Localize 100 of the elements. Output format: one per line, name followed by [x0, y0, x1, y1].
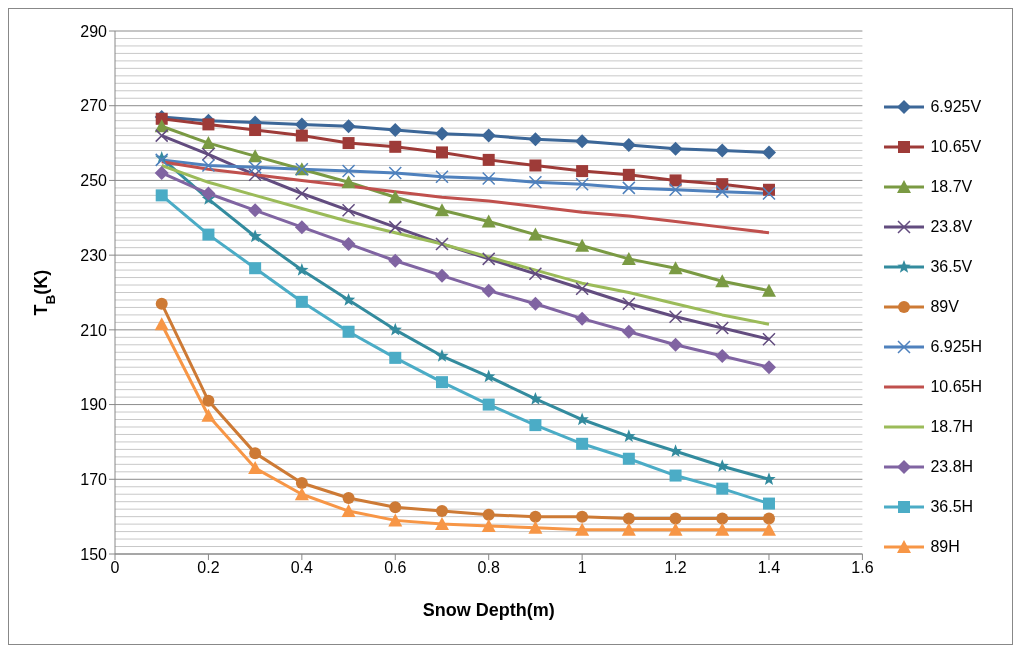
point [341, 119, 356, 134]
point [201, 147, 216, 162]
point [201, 136, 216, 150]
y-tick-label: 190 [80, 396, 108, 414]
point [575, 282, 589, 296]
point [622, 512, 635, 525]
point [294, 220, 309, 235]
point [202, 118, 215, 131]
legend-label: 36.5H [930, 497, 974, 516]
point [762, 497, 775, 510]
point [622, 181, 636, 195]
point [435, 349, 449, 362]
point [669, 174, 682, 187]
point [528, 227, 543, 241]
point [528, 296, 543, 311]
point [621, 324, 636, 339]
point [249, 447, 262, 460]
point [716, 512, 729, 525]
legend-label: 18.7V [930, 177, 973, 196]
point [248, 229, 262, 243]
point [482, 398, 495, 411]
point [482, 369, 496, 383]
point [435, 376, 448, 389]
x-tick-label: 0.4 [290, 559, 314, 577]
point [528, 520, 543, 534]
point [248, 203, 263, 218]
point [249, 124, 262, 136]
point [202, 228, 215, 241]
point [621, 251, 636, 265]
point [481, 252, 496, 266]
point [388, 513, 403, 527]
point [528, 391, 543, 405]
point [388, 190, 403, 204]
point [622, 296, 636, 311]
point [668, 183, 683, 197]
point [388, 220, 403, 234]
point [295, 129, 308, 142]
point [528, 132, 543, 147]
point [575, 134, 590, 149]
point [668, 261, 683, 275]
point [528, 267, 543, 281]
point [761, 522, 776, 536]
y-tick-label: 170 [80, 470, 108, 488]
point [388, 322, 402, 336]
point [341, 292, 356, 306]
point [342, 137, 355, 150]
point [435, 237, 449, 251]
point [154, 165, 169, 180]
point [575, 412, 589, 426]
point [529, 510, 542, 523]
point [388, 253, 403, 268]
y-tick-label: 270 [80, 97, 108, 115]
point [388, 123, 403, 137]
point [435, 169, 449, 184]
point [715, 522, 730, 536]
point [716, 482, 729, 495]
point [434, 203, 449, 217]
point [575, 177, 589, 191]
point [529, 419, 542, 432]
point [576, 437, 589, 450]
point [154, 317, 169, 331]
point [248, 149, 263, 163]
point [341, 164, 356, 178]
point [621, 522, 636, 536]
point [715, 349, 730, 364]
y-tick-label: 230 [80, 246, 108, 264]
point [341, 203, 356, 218]
point [435, 505, 448, 518]
point [715, 274, 730, 288]
legend-label: 18.7H [930, 417, 974, 436]
point [575, 238, 590, 252]
point [715, 143, 730, 158]
point [482, 153, 495, 166]
point [481, 128, 496, 143]
point [576, 510, 589, 523]
point [761, 145, 776, 160]
point [155, 297, 168, 310]
point [481, 171, 496, 186]
point [295, 186, 309, 201]
point [528, 175, 543, 190]
legend-label: 23.8H [930, 457, 974, 476]
point [669, 512, 682, 525]
point [715, 184, 730, 199]
point [341, 504, 356, 518]
x-axis-title: Snow Depth(m) [422, 600, 555, 620]
legend-label: 36.5V [930, 257, 973, 276]
point [201, 158, 216, 173]
point [668, 522, 683, 536]
point [202, 394, 215, 407]
point [389, 351, 402, 364]
point [434, 126, 449, 141]
point [389, 140, 402, 153]
legend-label: 6.925H [930, 337, 982, 356]
legend-label: 23.8V [930, 217, 973, 236]
point [482, 508, 495, 521]
point [529, 159, 542, 172]
point [155, 189, 168, 202]
legend-label: 6.925V [930, 97, 982, 116]
point [762, 512, 775, 525]
point [295, 477, 308, 490]
